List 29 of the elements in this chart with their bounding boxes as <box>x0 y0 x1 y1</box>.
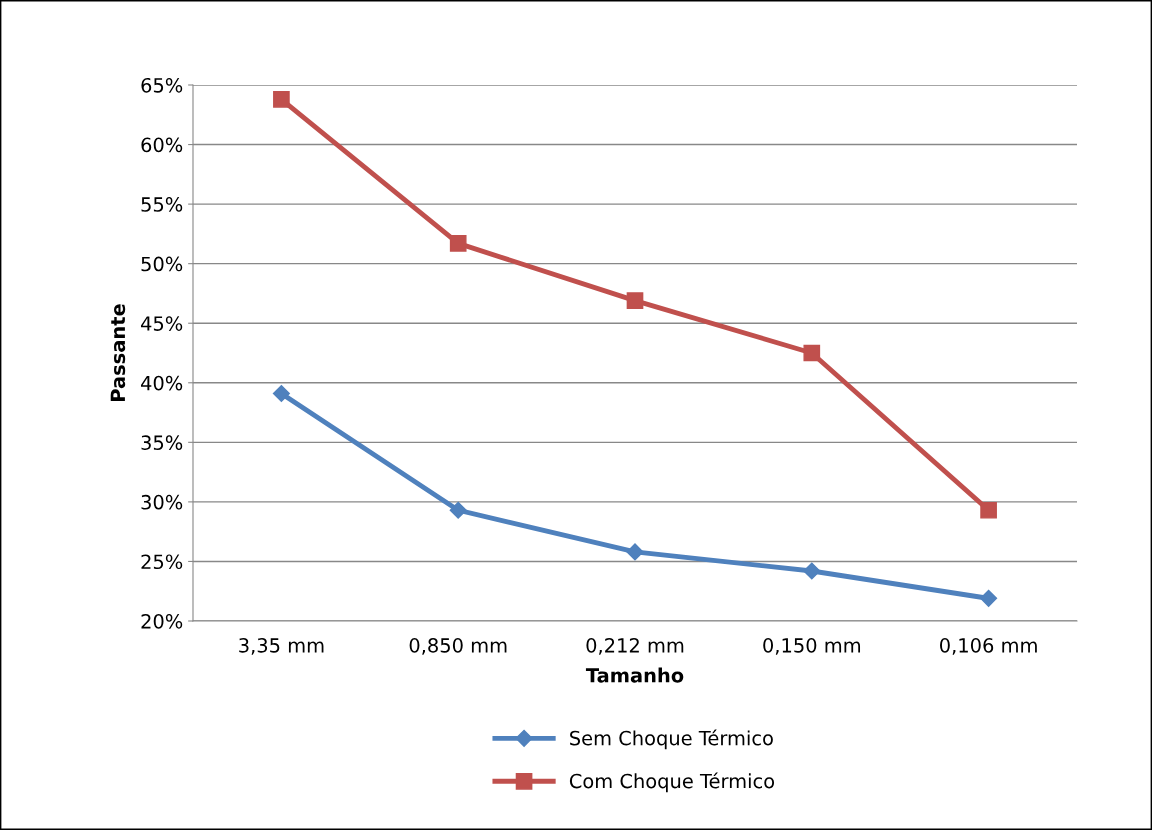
point <box>449 501 467 519</box>
y-tick-label: 60% <box>141 137 183 153</box>
y-tick-label: 40% <box>141 375 183 391</box>
y-tick-label: 50% <box>141 256 183 272</box>
point <box>626 543 644 561</box>
point <box>272 384 290 403</box>
x-tick-label: 3,35 mm <box>239 638 324 655</box>
y-tick-label: 35% <box>141 435 183 450</box>
x-axis-title: Tamanho <box>585 667 684 683</box>
y-tick-label: 20% <box>141 613 183 629</box>
y-tick-label: 25% <box>141 554 183 570</box>
x-tick-label: 0,106 mm <box>940 638 1037 655</box>
legend-label: Sem Choque Térmico <box>570 729 773 750</box>
x-tick-label: 0,212 mm <box>586 638 684 655</box>
point <box>626 292 644 309</box>
y-tick-label: 45% <box>141 316 183 331</box>
y-tick-label: 65% <box>141 77 183 93</box>
x-tick-label: 0,850 mm <box>409 638 507 655</box>
x-tick-label: 0,150 mm <box>763 638 861 655</box>
point <box>803 562 821 580</box>
y-tick-label: 30% <box>141 494 183 510</box>
point <box>980 501 997 519</box>
point <box>449 235 467 252</box>
point <box>803 344 821 362</box>
point <box>980 589 998 607</box>
y-tick-label: 55% <box>141 197 183 212</box>
legend-label: Com Choque Térmico <box>569 772 775 793</box>
point <box>273 90 290 108</box>
y-axis-title: Passante <box>110 304 126 401</box>
